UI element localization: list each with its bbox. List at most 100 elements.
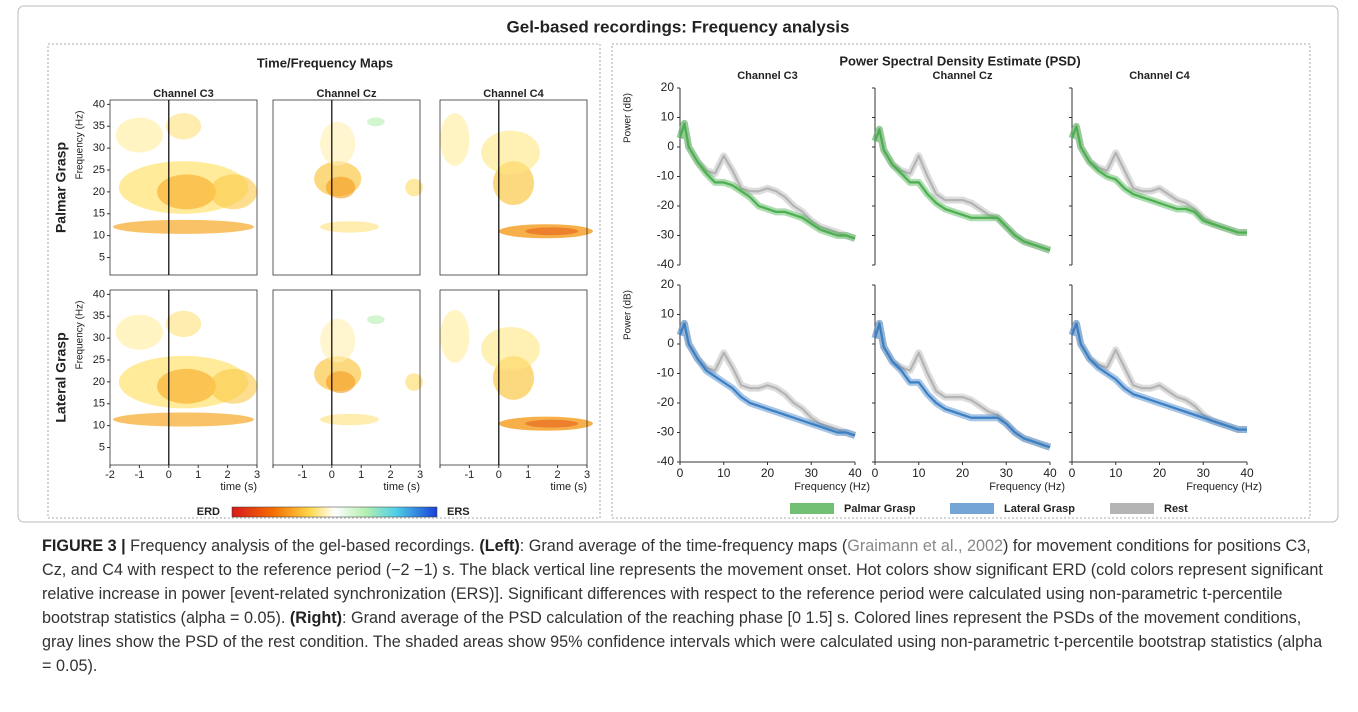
x-axis-label: Frequency (Hz) [1186,481,1262,493]
x-tick-label: 0 [329,469,335,481]
y-tick-label: 20 [93,186,105,198]
confidence-band [1068,319,1247,434]
tf-blob [440,310,470,363]
x-tick-label: 0 [166,469,172,481]
tf-blob [525,419,579,428]
legend-swatch [790,503,834,514]
x-tick-label: 0 [872,466,879,480]
tf-blob [320,413,379,426]
tf-blob [325,176,356,199]
x-tick-label: 30 [1197,466,1211,480]
caption-ref[interactable]: Graimann et al., 2002 [847,537,1003,555]
psd-line [873,322,1051,449]
tf-blob [481,130,540,175]
psd-line [1070,125,1247,234]
tf-blob [320,221,379,233]
channel-title: Channel Cz [933,70,993,82]
map-frame [109,99,258,276]
tf-blob [325,371,356,394]
confidence-band [871,125,1052,254]
x-tick-label: -2 [105,469,115,481]
y-axis-label: Frequency (Hz) [75,111,86,180]
confidence-band [676,119,857,242]
y-tick-label: 0 [667,139,674,153]
legend-swatch [1110,503,1154,514]
x-tick-label: 40 [848,466,862,480]
y-tick-label: 15 [93,398,105,410]
tf-blob [405,373,423,391]
confidence-band [871,319,1052,451]
x-tick-label: 10 [912,466,926,480]
confidence-band [676,319,857,439]
caption-text: : Grand average of the PSD calculation o… [42,609,1323,675]
colorbar-low: ERD [197,506,220,518]
tf-blob [112,219,255,234]
psd-line [678,122,856,240]
left-panel-border [47,43,601,519]
tf-blob [115,117,163,153]
x-tick-label: 30 [1000,466,1014,480]
channel-title: Channel C3 [737,70,798,82]
y-tick-label: 40 [93,288,105,300]
tf-blob [440,113,470,166]
x-axis-label: Frequency (Hz) [989,481,1065,493]
x-tick-label: 1 [525,469,531,481]
psd-line [678,322,856,437]
y-tick-label: 10 [661,307,675,321]
confidence-band [676,319,857,439]
psd-line [1070,322,1247,431]
caption: FIGURE 3 | Frequency analysis of the gel… [42,534,1332,678]
x-tick-label: 2 [225,469,231,481]
x-axis-label: time (s) [383,481,420,493]
legend-label: Palmar Grasp [844,503,916,515]
y-tick-label: 30 [93,142,105,154]
y-tick-label: 35 [93,120,105,132]
y-tick-label: -40 [657,454,675,468]
tf-map [112,310,257,427]
y-tick-label: 5 [99,251,105,263]
tf-blob [209,368,257,404]
x-tick-label: 3 [584,469,590,481]
y-tick-label: 15 [93,208,105,220]
map-frame [109,289,258,466]
legend: Palmar Grasp Lateral Grasp Rest [790,503,1188,515]
y-tick-label: 25 [93,354,105,366]
x-tick-label: 20 [761,466,775,480]
confidence-band [1068,122,1247,237]
tf-blob [157,368,216,404]
y-tick-label: -30 [657,228,675,242]
psd-line [678,322,856,437]
legend-label: Lateral Grasp [1004,503,1075,515]
tf-blob [165,310,202,338]
x-tick-label: 40 [1043,466,1057,480]
right-title: Power Spectral Density Estimate (PSD) [839,53,1080,68]
confidence-band [871,319,1052,451]
caption-text: : Grand average of the time-frequency ma… [519,537,848,555]
figure-border [17,5,1339,523]
tf-map [112,113,257,234]
x-tick-label: -1 [298,469,308,481]
y-tick-label: -10 [657,366,675,380]
tf-blob [405,178,423,197]
y-tick-label: 30 [93,332,105,344]
y-tick-label: 20 [661,277,675,291]
y-tick-label: 40 [93,98,105,110]
tf-blob [525,227,579,236]
x-tick-label: 0 [677,466,684,480]
x-tick-label: -1 [465,469,475,481]
y-tick-label: 10 [93,230,105,242]
tf-blob [320,121,356,166]
y-tick-label: -20 [657,198,675,212]
tf-map [314,315,423,426]
tf-blob [112,412,255,427]
x-tick-label: 0 [1069,466,1076,480]
y-tick-label: 35 [93,310,105,322]
y-tick-label: 25 [93,164,105,176]
x-tick-label: 1 [195,469,201,481]
x-tick-label: 30 [805,466,819,480]
tf-blob [367,315,385,325]
x-tick-label: 3 [254,469,260,481]
confidence-band [676,119,857,242]
y-tick-label: 0 [667,336,674,350]
map-frame [272,289,421,466]
